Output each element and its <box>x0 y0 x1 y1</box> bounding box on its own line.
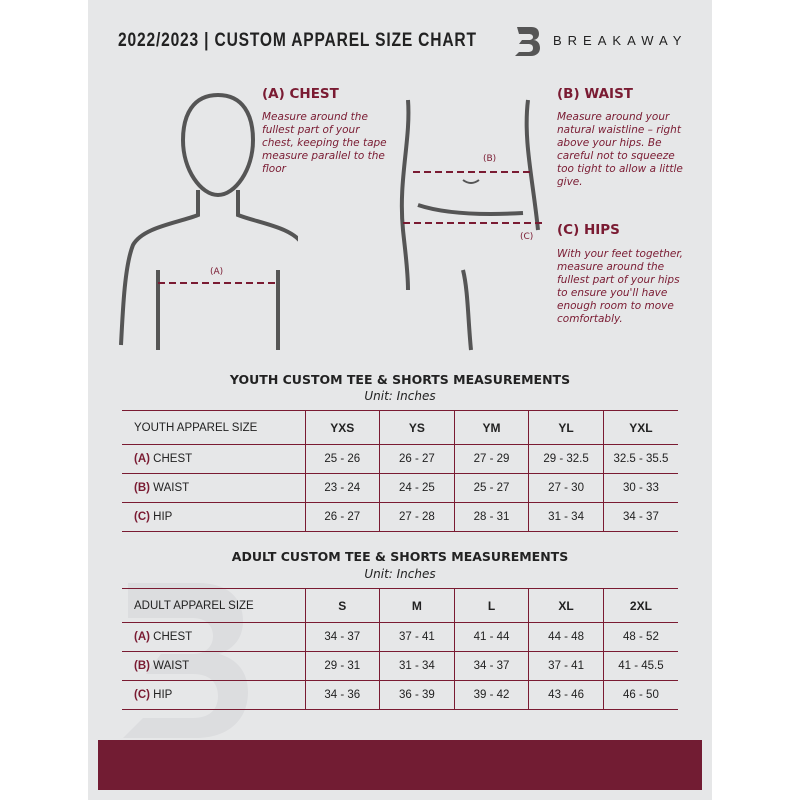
table-cell: 34 - 36 <box>304 680 380 710</box>
table-cell: 25 - 27 <box>453 473 529 503</box>
breakaway-logo <box>515 27 540 56</box>
measurement-code: (B) <box>134 660 150 672</box>
column-header: ADULT APPAREL SIZE <box>122 588 305 623</box>
table-row: (C) HIP 26 - 27 27 - 28 28 - 31 31 - 34 34 - … <box>122 502 678 532</box>
measurement-code: (A) <box>134 453 150 465</box>
table-cell: 31 - 34 <box>379 651 455 681</box>
page-title: 2022/2023 | CUSTOM APPAREL SIZE CHART <box>118 30 477 51</box>
measurement-name: WAIST <box>153 482 190 494</box>
measurement-name: WAIST <box>153 660 190 672</box>
chest-instructions: Measure around the fullest part of your … <box>262 111 387 175</box>
youth-table: YOUTH APPAREL SIZE YXS YS YM YL YXL (A) CHEST 2… <box>122 410 678 532</box>
table-cell: 25 - 26 <box>304 444 380 474</box>
hips-marker: (C) <box>520 232 534 242</box>
table-header-row: YOUTH APPAREL SIZE YXS YS YM YL YXL <box>122 410 678 445</box>
measurement-name: CHEST <box>153 631 193 643</box>
column-header: YXL <box>602 410 678 445</box>
waist-marker: (B) <box>483 154 497 164</box>
column-header: S <box>304 588 380 623</box>
youth-title: YOUTH CUSTOM TEE & SHORTS MEASUREMENTS <box>229 372 571 387</box>
table-cell: 34 - 37 <box>602 502 678 532</box>
table-cell: 31 - 34 <box>528 502 604 532</box>
upper-body-figure <box>119 92 298 350</box>
measurement-name: CHEST <box>153 453 193 465</box>
table-cell: 37 - 41 <box>379 622 455 652</box>
table-row: (B) WAIST 29 - 31 31 - 34 34 - 37 37 - 41 41 … <box>122 651 678 681</box>
measurement-label: (A) CHEST <box>122 444 305 474</box>
table-cell: 37 - 41 <box>528 651 604 681</box>
measurement-code: (A) <box>134 631 150 643</box>
column-header: 2XL <box>602 588 678 623</box>
column-header: YL <box>528 410 604 445</box>
table-cell: 29 - 31 <box>304 651 380 681</box>
footer-bar <box>98 740 702 790</box>
brand-name: BREAKAWAY <box>553 33 688 48</box>
measurement-name: HIP <box>153 689 173 701</box>
table-cell: 41 - 44 <box>453 622 529 652</box>
hips-heading: (C) HIPS <box>557 222 620 238</box>
table-cell: 23 - 24 <box>304 473 380 503</box>
chest-heading: (A) CHEST <box>262 86 339 102</box>
table-cell: 43 - 46 <box>528 680 604 710</box>
measurement-code: (B) <box>134 482 150 494</box>
table-cell: 27 - 30 <box>528 473 604 503</box>
size-chart: 2022/2023 | CUSTOM APPAREL SIZE CHART BR… <box>88 0 712 800</box>
column-header: L <box>453 588 529 623</box>
youth-unit: Unit: Inches <box>364 389 436 403</box>
table-cell: 46 - 50 <box>602 680 678 710</box>
table-cell: 34 - 37 <box>304 622 380 652</box>
lower-body-figure <box>399 99 543 351</box>
waist-heading: (B) WAIST <box>557 86 634 102</box>
table-cell: 29 - 32.5 <box>528 444 604 474</box>
table-cell: 39 - 42 <box>453 680 529 710</box>
waist-instructions: Measure around your natural waistline – … <box>557 111 683 188</box>
table-cell: 48 - 52 <box>602 622 678 652</box>
table-cell: 26 - 27 <box>304 502 380 532</box>
adult-title: ADULT CUSTOM TEE & SHORTS MEASUREMENTS <box>231 549 569 564</box>
table-cell: 28 - 31 <box>453 502 529 532</box>
column-header: YXS <box>304 410 380 445</box>
measurement-code: (C) <box>134 511 150 523</box>
table-cell: 41 - 45.5 <box>602 651 678 681</box>
table-row: (A) CHEST 25 - 26 26 - 27 27 - 29 29 - 32.5 3… <box>122 444 678 474</box>
adult-table: ADULT APPAREL SIZE S M L XL 2XL (A) CHEST 34 - … <box>122 588 678 710</box>
chest-marker: (A) <box>210 267 224 277</box>
column-header: YOUTH APPAREL SIZE <box>122 410 305 445</box>
table-row: (B) WAIST 23 - 24 24 - 25 25 - 27 27 - 30 30 … <box>122 473 678 503</box>
adult-unit: Unit: Inches <box>364 567 436 581</box>
table-cell: 26 - 27 <box>379 444 455 474</box>
table-cell: 24 - 25 <box>379 473 455 503</box>
measurement-name: HIP <box>153 511 173 523</box>
column-header: XL <box>528 588 604 623</box>
column-header: M <box>379 588 455 623</box>
measurement-label: (C) HIP <box>122 680 305 710</box>
table-row: (C) HIP 34 - 36 36 - 39 39 - 42 43 - 46 46 - … <box>122 680 678 710</box>
measurement-label: (C) HIP <box>122 502 305 532</box>
measurement-label: (A) CHEST <box>122 622 305 652</box>
column-header: YS <box>379 410 455 445</box>
table-cell: 30 - 33 <box>602 473 678 503</box>
measurement-code: (C) <box>134 689 150 701</box>
table-cell: 27 - 29 <box>453 444 529 474</box>
table-cell: 27 - 28 <box>379 502 455 532</box>
table-cell: 44 - 48 <box>528 622 604 652</box>
measurement-label: (B) WAIST <box>122 651 305 681</box>
measurement-label: (B) WAIST <box>122 473 305 503</box>
table-row: (A) CHEST 34 - 37 37 - 41 41 - 44 44 - 48 48 … <box>122 622 678 652</box>
table-header-row: ADULT APPAREL SIZE S M L XL 2XL <box>122 588 678 623</box>
table-cell: 32.5 - 35.5 <box>602 444 678 474</box>
column-header: YM <box>453 410 529 445</box>
table-cell: 34 - 37 <box>453 651 529 681</box>
table-cell: 36 - 39 <box>379 680 455 710</box>
hips-instructions: With your feet together, measure around … <box>557 248 684 325</box>
